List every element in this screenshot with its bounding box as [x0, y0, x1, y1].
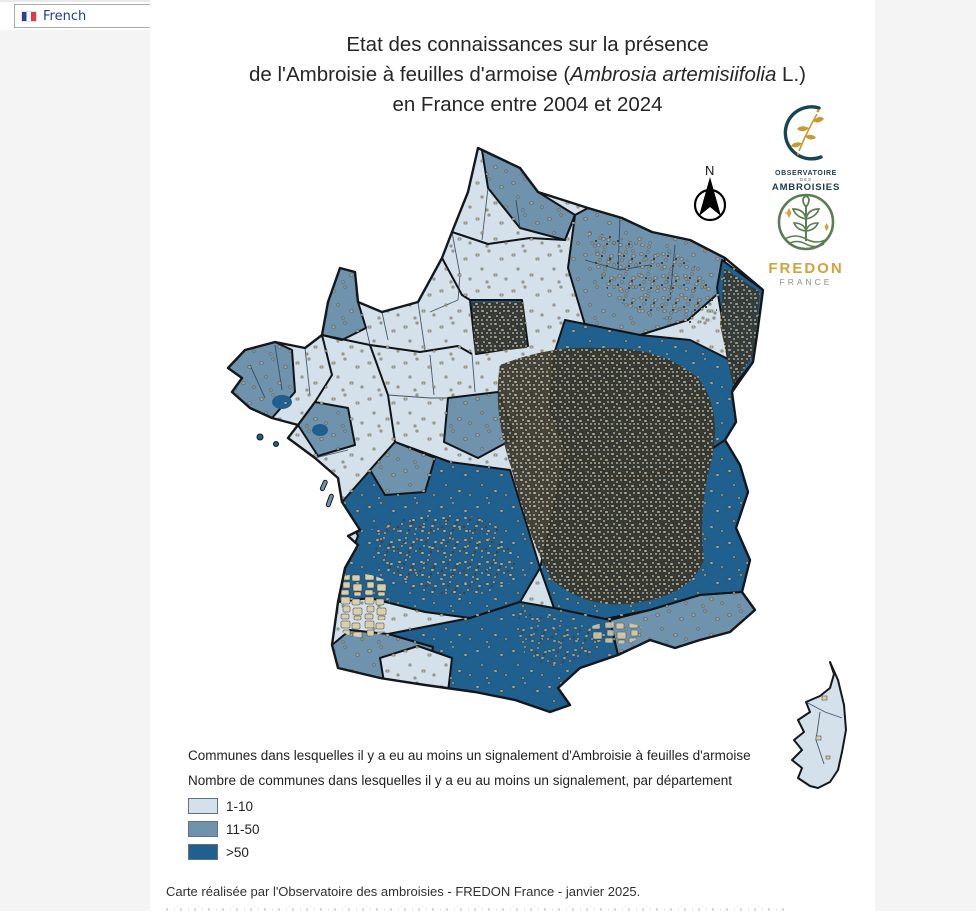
- france-coastline: [226, 146, 765, 714]
- island-belle-ile: [256, 433, 264, 441]
- island-oleron: [325, 493, 334, 508]
- observatoire-logo-line1: OBSERVATOIRE: [775, 170, 837, 177]
- corsica: [791, 661, 847, 789]
- communes-dense-alsace: [720, 268, 760, 386]
- legend-row-2: 11-50: [188, 821, 838, 837]
- fredon-france-logo: FREDON FRANCE: [764, 193, 848, 287]
- observatoire-logo-line3: AMBROISIES: [771, 182, 841, 193]
- legend-row-3: >50: [188, 844, 838, 860]
- legend-swatch-50plus: [188, 844, 218, 860]
- scientific-name: Ambrosia artemisiifolia: [570, 63, 777, 86]
- communes-med-occitanie: [518, 610, 603, 665]
- map-card: Etat des connaissances sur la présence d…: [150, 0, 875, 917]
- map-regions: [226, 146, 847, 789]
- north-arrow-needle: [699, 177, 721, 216]
- communes-beige-vaucluse: [592, 622, 643, 644]
- north-arrow: N: [693, 163, 727, 222]
- island-groix: [273, 441, 279, 447]
- observatoire-logo-line2: DES: [768, 177, 844, 182]
- title-line-2: de l'Ambroisie à feuilles d'armoise (Amb…: [249, 63, 806, 86]
- legend-row-1: 1-10: [188, 798, 838, 814]
- map-title: Etat des connaissances sur la présence d…: [180, 30, 875, 120]
- observatoire-crescent-icon: [783, 105, 824, 161]
- cropped-text-line: [166, 908, 786, 912]
- legend-label-1-10: 1-10: [226, 798, 254, 814]
- communes-med-limousin: [370, 514, 516, 596]
- title-line-3: en France entre 2004 et 2024: [392, 93, 663, 116]
- legend-communes-line: Communes dans lesquelles il y a eu au mo…: [188, 748, 751, 763]
- map-caption: Carte réalisée par l'Observatoire des am…: [166, 884, 641, 899]
- french-flag-icon: [21, 10, 37, 22]
- right-gutter: [875, 0, 976, 917]
- fredon-logo-country: FRANCE: [779, 277, 833, 287]
- communes-med-lorraine: [588, 232, 718, 325]
- legend-label-50plus: >50: [226, 844, 249, 860]
- communes-dense-idf: [472, 302, 527, 353]
- north-arrow-label: N: [705, 163, 714, 178]
- observatoire-ambroisies-logo: OBSERVATOIRE DES AMBROISIES: [768, 102, 844, 193]
- fredon-plant-icon: [777, 193, 835, 251]
- communes-dense-centre-est: [497, 347, 715, 605]
- language-selector-value: French: [43, 8, 87, 24]
- island-re: [319, 479, 328, 492]
- title-line-1: Etat des connaissances sur la présence: [346, 33, 709, 56]
- bottom-strip: [0, 911, 976, 917]
- left-gutter: [0, 30, 150, 917]
- fredon-logo-name: FREDON: [768, 260, 844, 277]
- legend-departements-line: Nombre de communes dans lesquelles il y …: [188, 773, 733, 788]
- legend-swatch-1-10: [188, 798, 218, 814]
- communes-beige-landes: [336, 573, 390, 637]
- legend-label-11-50: 11-50: [226, 821, 260, 837]
- france-choropleth-map: [226, 146, 847, 789]
- legend-swatch-11-50: [188, 821, 218, 837]
- map-legend: Communes dans lesquelles il y a eu au mo…: [188, 748, 838, 860]
